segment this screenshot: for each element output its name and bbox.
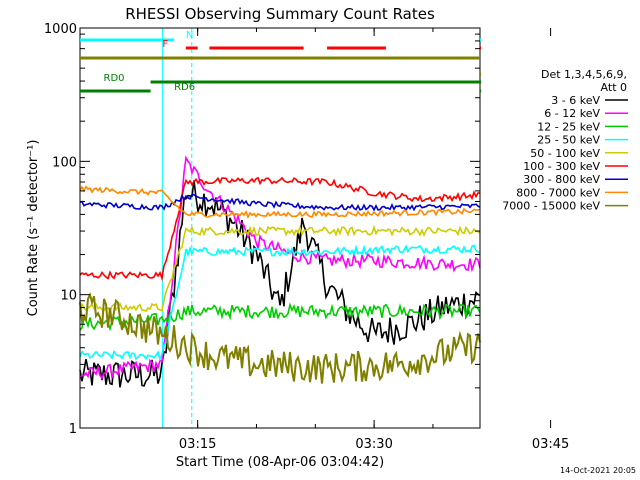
flag-bar-RD6-0 xyxy=(80,89,151,93)
footer-timestamp: 14-Oct-2021 20:05 xyxy=(560,466,636,475)
flag-label-F: F xyxy=(162,39,168,50)
flag-bar-F-0 xyxy=(185,46,198,50)
legend-label-4: 50 - 100 keV xyxy=(530,147,600,160)
flag-bar-FD1-0 xyxy=(80,56,480,60)
x-tick-label-1: 03:30 xyxy=(355,437,392,452)
flag-bar-F-2 xyxy=(327,46,386,50)
flag-bar-F-1 xyxy=(209,46,304,50)
flag-bar-SAA-0 xyxy=(80,38,175,42)
legend-label-0: 3 - 6 keV xyxy=(551,94,600,107)
series-line-1 xyxy=(79,155,481,381)
legend-label-6: 300 - 800 keV xyxy=(523,173,600,186)
flag-bar-SAA-1 xyxy=(480,38,481,42)
series-line-4 xyxy=(79,224,481,314)
series-line-8 xyxy=(79,291,481,384)
series-line-2 xyxy=(79,302,481,332)
plot-area xyxy=(79,28,481,428)
legend-label-2: 12 - 25 keV xyxy=(537,120,600,133)
series-line-3 xyxy=(79,244,481,362)
y-axis: 1 10 100 1000 xyxy=(44,22,480,437)
series-line-6 xyxy=(79,193,481,212)
flag-label-RD0: RD0 xyxy=(104,73,125,84)
legend-label-3: 25 - 50 keV xyxy=(537,134,600,147)
chart-title: RHESSI Observing Summary Count Rates xyxy=(125,5,435,23)
flag-bar-RD0-0 xyxy=(150,80,480,84)
flag-label-N: N xyxy=(186,30,193,41)
legend-label-5: 100 - 300 keV xyxy=(523,160,600,173)
legend-label-8: 7000 - 15000 keV xyxy=(502,200,600,213)
legend-label-1: 6 - 12 keV xyxy=(544,107,600,120)
legend-label-7: 800 - 7000 keV xyxy=(516,186,600,199)
y-tick-label-3: 1000 xyxy=(44,22,77,37)
y-tick-label-0: 1 xyxy=(69,422,77,437)
y-axis-label: Count Rate (s⁻¹ detector⁻¹) xyxy=(26,140,41,317)
flag-label-RD6: RD6 xyxy=(174,82,195,93)
series-line-7 xyxy=(79,185,481,219)
flag-bar-F-3 xyxy=(480,46,481,50)
flag-bars: NFFD1FD4FD8RD0RD6 xyxy=(80,30,481,93)
x-tick-label-0: 03:15 xyxy=(179,437,216,452)
legend-title-line-1: Att 0 xyxy=(601,81,627,94)
x-axis-label: Start Time (08-Apr-06 03:04:42) xyxy=(176,455,384,470)
y-tick-label-1: 10 xyxy=(60,289,77,304)
series-line-0 xyxy=(79,180,481,388)
flag-bar-RD6-2 xyxy=(480,89,481,93)
y-tick-label-2: 100 xyxy=(52,155,77,170)
flag-bar-RD0-1 xyxy=(480,80,481,84)
plot-frame xyxy=(79,27,481,429)
legend-title-line-0: Det 1,3,4,5,6,9, xyxy=(541,68,627,81)
x-tick-label-2: 03:45 xyxy=(532,437,569,452)
flag-bar-FD8-0 xyxy=(480,72,481,76)
series-line-5 xyxy=(79,176,481,282)
